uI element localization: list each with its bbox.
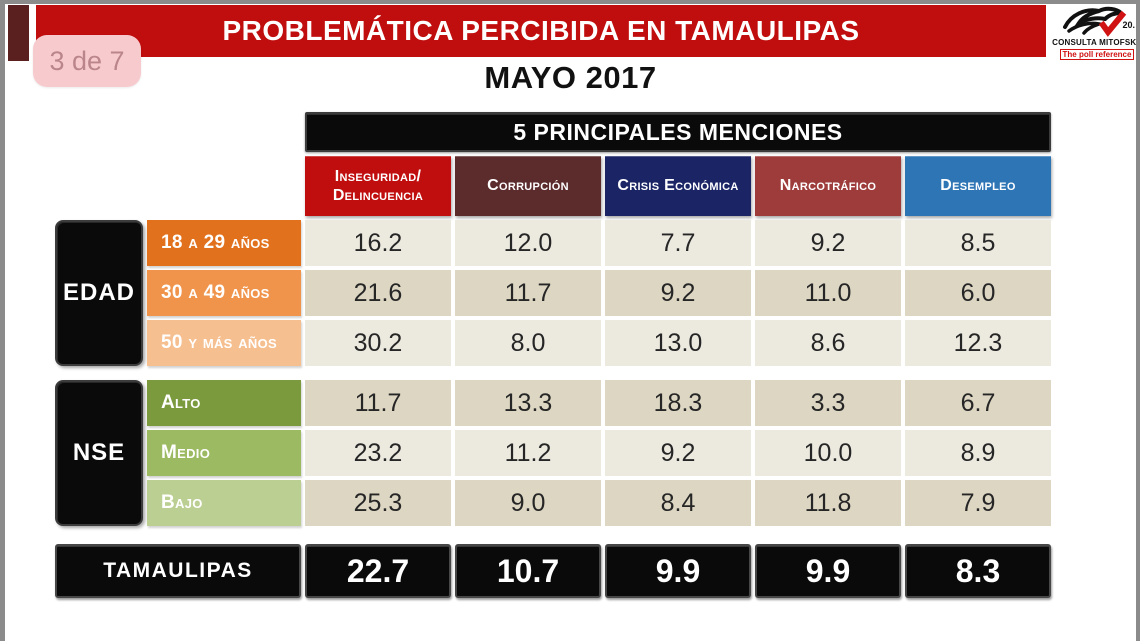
table-cell: 11.7 (455, 270, 601, 316)
page-counter-text: 3 de 7 (49, 45, 125, 76)
table-cell: 13.0 (605, 320, 751, 366)
row-label-30-49: 30 a 49 años (147, 270, 301, 316)
total-value: 22.7 (305, 544, 451, 598)
table-cell: 9.2 (605, 270, 751, 316)
page-title: PROBLEMÁTICA PERCIBIDA EN TAMAULIPAS (222, 15, 860, 46)
logo-anniversary: 20. (1122, 20, 1135, 30)
table-cell: 21.6 (305, 270, 451, 316)
table-cell: 7.9 (905, 480, 1051, 526)
column-header-desempleo: Desempleo (905, 156, 1051, 216)
logo-tagline-text: The poll reference (1059, 48, 1135, 61)
title-banner: PROBLEMÁTICA PERCIBIDA EN TAMAULIPAS (36, 5, 1046, 57)
table-cell: 6.0 (905, 270, 1051, 316)
total-value: 10.7 (455, 544, 601, 598)
column-header-inseguridad: Inseguridad/ Delincuencia (305, 156, 451, 216)
total-value: 9.9 (755, 544, 901, 598)
table-cell: 12.3 (905, 320, 1051, 366)
table-spanner-header: 5 PRINCIPALES MENCIONES (305, 112, 1051, 152)
table-cell: 30.2 (305, 320, 451, 366)
column-header-corrupcion: Corrupción (455, 156, 601, 216)
table-cell: 25.3 (305, 480, 451, 526)
group-box-nse: NSE (55, 380, 143, 526)
table-cell: 23.2 (305, 430, 451, 476)
table-cell: 11.7 (305, 380, 451, 426)
mitofsky-logo: 20. CONSULTA MITOFSKY The poll reference (1052, 4, 1136, 64)
total-value: 9.9 (605, 544, 751, 598)
table-cell: 9.2 (605, 430, 751, 476)
row-label-medio: Medio (147, 430, 301, 476)
row-label-50-mas: 50 y más años (147, 320, 301, 366)
table-cell: 8.6 (755, 320, 901, 366)
table-cell: 10.0 (755, 430, 901, 476)
table-cell: 9.0 (455, 480, 601, 526)
table-cell: 8.4 (605, 480, 751, 526)
table-cell: 3.3 (755, 380, 901, 426)
column-header-crisis-economica: Crisis Económica (605, 156, 751, 216)
bird-sketch-icon (1063, 6, 1127, 37)
table-cell: 8.9 (905, 430, 1051, 476)
row-label-18-29: 18 a 29 años (147, 220, 301, 266)
logo-art: 20. (1059, 5, 1135, 39)
data-table: 5 PRINCIPALES MENCIONES Inseguridad/ Del… (55, 112, 1057, 598)
table-cell: 11.0 (755, 270, 901, 316)
table-cell: 6.7 (905, 380, 1051, 426)
group-box-edad: EDAD (55, 220, 143, 366)
table-cell: 8.5 (905, 220, 1051, 266)
table-cell: 16.2 (305, 220, 451, 266)
subtitle: MAYO 2017 (484, 60, 657, 95)
table-cell: 13.3 (455, 380, 601, 426)
table-cell: 12.0 (455, 220, 601, 266)
row-label-bajo: Bajo (147, 480, 301, 526)
table-cell: 9.2 (755, 220, 901, 266)
page-counter-badge: 3 de 7 (33, 35, 141, 87)
logo-brand-text: CONSULTA MITOFSKY (1052, 38, 1140, 47)
table-cell: 8.0 (455, 320, 601, 366)
total-value: 8.3 (905, 544, 1051, 598)
table-cell: 7.7 (605, 220, 751, 266)
table-cell: 11.8 (755, 480, 901, 526)
table-cell: 18.3 (605, 380, 751, 426)
slide-corner-accent (8, 5, 29, 61)
row-label-alto: Alto (147, 380, 301, 426)
total-row-label: TAMAULIPAS (55, 544, 301, 598)
table-cell: 11.2 (455, 430, 601, 476)
column-header-narcotrafico: Narcotráfico (755, 156, 901, 216)
